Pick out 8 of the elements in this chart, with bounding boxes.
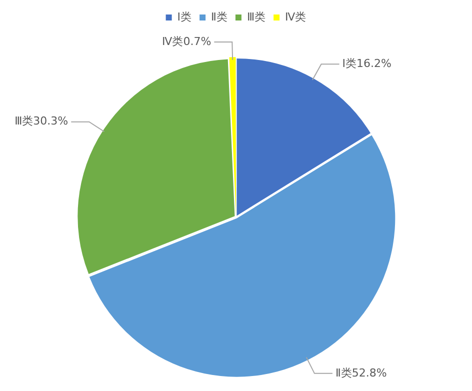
data-label: Ⅳ类0.7% bbox=[162, 34, 212, 48]
data-label: Ⅱ类52.8% bbox=[335, 366, 387, 380]
data-label: Ⅰ类16.2% bbox=[342, 57, 392, 70]
legend-label: Ⅱ类 bbox=[211, 10, 228, 24]
legend-label: Ⅲ类 bbox=[246, 10, 266, 24]
legend-label: Ⅰ类 bbox=[177, 10, 192, 24]
legend-label: Ⅳ类 bbox=[285, 10, 306, 24]
data-label: Ⅲ类30.3% bbox=[14, 114, 68, 128]
